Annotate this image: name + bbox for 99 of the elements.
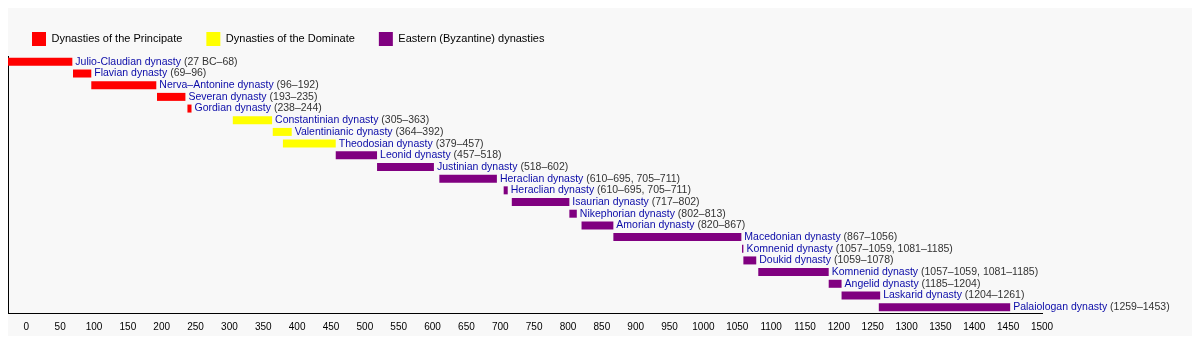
bar [511, 198, 570, 207]
y-tick-label: Laskarid dynasty [883, 288, 963, 301]
bar [743, 256, 757, 265]
y-tick-label: Flavian dynasty [94, 66, 168, 79]
bar [232, 116, 273, 125]
x-tick-label: 400 [288, 320, 306, 332]
y-tick-label: Komnenid dynasty [746, 241, 834, 254]
x-tick-label: 800 [559, 320, 577, 332]
text: (69–96) [170, 66, 207, 79]
x-tick-label: 100 [85, 320, 103, 332]
y-tick-label: Justinian dynasty [436, 159, 519, 172]
bar [613, 233, 742, 242]
bar [272, 127, 292, 136]
x-tick-label: 1200 [827, 320, 851, 332]
text: (305–363) [381, 113, 430, 126]
bar [841, 291, 881, 300]
text: (457–518) [453, 148, 502, 161]
x-tick-label: 1350 [929, 320, 952, 332]
text: (379–457) [435, 136, 484, 149]
y-tick-label: Palaiologan dynasty [1013, 300, 1108, 313]
x-tick-label: 50 [54, 320, 67, 332]
x-tick-label: 550 [390, 320, 408, 332]
bar [828, 279, 842, 288]
bar [878, 303, 1011, 312]
y-tick-label: Doukid dynasty [759, 253, 832, 266]
text: (518–602) [520, 159, 569, 172]
x-tick-label: 1100 [760, 320, 783, 332]
y-tick-label: Komnenid dynasty [831, 265, 919, 277]
text: (610–695, 705–711) [597, 183, 691, 196]
text: (1059–1078) [833, 253, 894, 266]
text: (610–695, 705–711) [586, 171, 681, 184]
y-tick-label: Heraclian dynasty [510, 183, 595, 196]
text: (96–192) [276, 78, 319, 91]
legend-label: Dynasties of the Principate [51, 32, 183, 45]
text: (1057–1059, 1081–1185) [921, 265, 1039, 277]
bar [8, 57, 73, 66]
x-tick-label: 250 [187, 320, 205, 332]
x-tick-label: 700 [491, 320, 510, 332]
y-tick-label: Heraclian dynasty [499, 171, 585, 184]
y-tick-label: Nikephorian dynasty [579, 206, 676, 219]
bar [73, 69, 92, 78]
text: (238–244) [273, 101, 322, 114]
y-tick-label: Leonid dynasty [380, 148, 452, 161]
x-tick-label: 1000 [692, 320, 715, 332]
legend-label: Eastern (Byzantine) dynasties [398, 32, 545, 45]
text: (717–802) [651, 194, 700, 207]
y-tick-label: Julio-Claudian dynasty [75, 54, 182, 67]
x-tick-label: 950 [661, 320, 679, 332]
bar [156, 92, 186, 101]
x-tick-label: 200 [153, 320, 171, 332]
x-tick-label: 1450 [997, 320, 1020, 332]
y-tick-label: Angelid dynasty [844, 276, 920, 289]
x-tick-label: 1500 [1030, 320, 1054, 332]
y-tick-label: Severan dynasty [188, 89, 268, 102]
text: (867–1056) [843, 229, 898, 242]
x-tick-label: 150 [119, 320, 137, 332]
x-tick-label: 850 [593, 320, 611, 332]
x-tick-label: 600 [424, 320, 442, 332]
bar [335, 151, 378, 160]
bar [758, 268, 829, 277]
x-tick-label: 500 [356, 320, 374, 332]
text: (1057–1059, 1081–1185) [835, 241, 953, 254]
legend-label: Dynasties of the Dominate [225, 32, 355, 45]
bar [377, 162, 434, 171]
text: (27 BC–68) [183, 54, 238, 67]
x-tick-label: 650 [458, 320, 476, 332]
text: (820–867) [697, 218, 746, 231]
x-tick-label: 1150 [794, 320, 817, 332]
bar [439, 174, 497, 183]
bar [581, 221, 614, 230]
y-tick-label: Gordian dynasty [194, 101, 272, 114]
y-tick-label: Valentinianic dynasty [294, 124, 394, 137]
text: (193–235) [269, 89, 318, 102]
text: (1259–1453) [1110, 300, 1170, 313]
bar [91, 81, 157, 90]
x-tick-label: 1300 [895, 320, 919, 332]
x-tick-label: 900 [627, 320, 645, 332]
bar [569, 209, 577, 218]
x-tick-label: 1400 [963, 320, 986, 332]
y-tick-label: Constantinian dynasty [275, 113, 380, 126]
x-tick-label: 1250 [861, 320, 885, 332]
x-tick-label: 300 [221, 320, 239, 332]
x-tick-label: 350 [254, 320, 273, 332]
text: (1185–1204) [921, 276, 981, 289]
text: (1204–1261) [964, 288, 1025, 301]
x-tick-label: 0 [23, 320, 30, 332]
bar [503, 186, 508, 195]
y-tick-label: Theodosian dynasty [338, 136, 434, 149]
x-tick-label: 750 [525, 320, 543, 332]
y-tick-label: Amorian dynasty [616, 218, 696, 231]
text: (364–392) [395, 124, 444, 137]
y-tick-label: Macedonian dynasty [744, 229, 842, 242]
y-tick-label: Isaurian dynasty [572, 194, 650, 207]
text: (802–813) [677, 206, 726, 219]
bar [187, 104, 192, 113]
x-tick-label: 1050 [726, 320, 749, 332]
bar [282, 139, 336, 148]
x-tick-label: 450 [322, 320, 340, 332]
y-tick-label: Nerva–Antonine dynasty [159, 78, 275, 91]
